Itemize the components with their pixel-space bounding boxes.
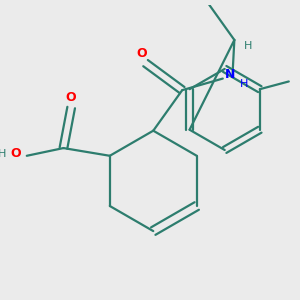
Text: O: O — [10, 147, 20, 161]
Text: N: N — [225, 68, 236, 81]
Text: O: O — [66, 92, 76, 104]
Text: H: H — [240, 80, 248, 89]
Text: H: H — [0, 149, 6, 159]
Text: O: O — [136, 47, 147, 60]
Text: H: H — [244, 41, 252, 51]
